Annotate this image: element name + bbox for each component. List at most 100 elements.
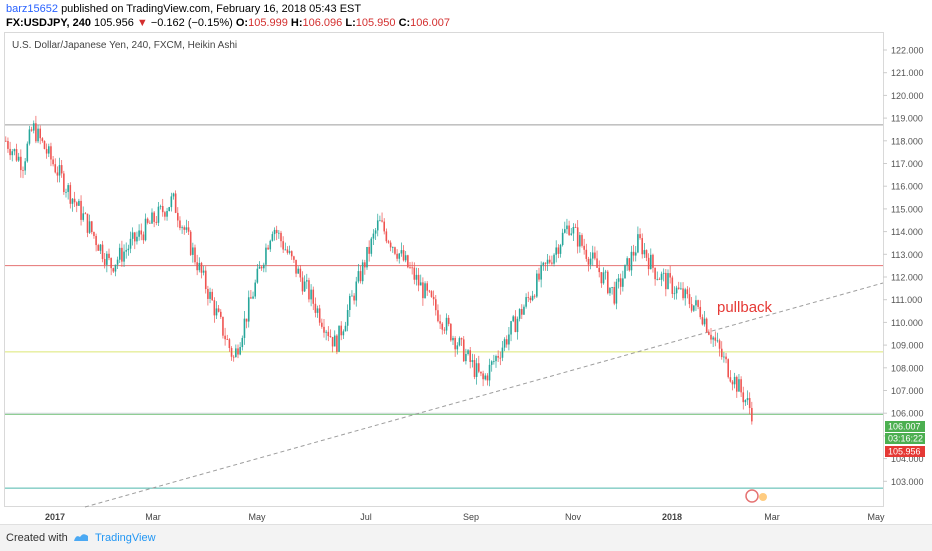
candle-body <box>192 247 194 255</box>
candle-body <box>153 212 155 222</box>
candle-body <box>52 159 54 165</box>
candle-body <box>381 220 383 222</box>
candle-body <box>181 227 183 229</box>
candle-body <box>340 325 342 336</box>
candle-body <box>452 337 454 341</box>
candle-body <box>497 356 499 358</box>
candle-body <box>684 289 686 299</box>
chart-frame[interactable] <box>4 32 884 507</box>
candle-body <box>108 253 110 259</box>
candle-body <box>318 308 321 323</box>
candle-body <box>454 337 456 350</box>
candle-body <box>65 191 67 193</box>
candle-body <box>136 236 138 242</box>
price-chart[interactable]: 122.000 121.000 120.000 119.000 118.000 117.0… <box>0 0 932 524</box>
candle-body <box>559 245 562 254</box>
candle-body <box>284 249 287 251</box>
candle-body <box>368 246 370 254</box>
candle-body <box>637 234 639 253</box>
candle-body <box>202 270 205 273</box>
candle-body <box>364 262 366 268</box>
price-change: −0.162 (−0.15%) <box>150 17 233 29</box>
candle-body <box>140 230 143 235</box>
candle-body <box>665 272 667 290</box>
tradingview-brand-link[interactable]: TradingView <box>95 532 156 544</box>
candle-body <box>13 149 16 152</box>
candle-body <box>708 331 710 335</box>
candle-body <box>232 356 235 358</box>
candle-body <box>7 140 9 149</box>
candle-body <box>149 222 151 224</box>
candle-body <box>351 295 353 297</box>
candle-body <box>321 322 323 327</box>
candle-body <box>301 277 304 292</box>
candle-body <box>714 337 717 341</box>
low-value: 105.950 <box>355 17 396 29</box>
candle-body <box>101 244 104 259</box>
candle-body <box>426 283 428 291</box>
y-tick-label: 108.000 <box>891 363 924 373</box>
candle-body <box>230 348 233 357</box>
candle-body <box>383 221 385 232</box>
candle-body <box>482 373 484 380</box>
candle-body <box>634 252 637 256</box>
candle-body <box>103 258 106 265</box>
candle-body <box>5 140 7 142</box>
candle-body <box>619 278 622 287</box>
candle-body <box>740 379 742 393</box>
candle-body <box>510 321 512 335</box>
candle-body <box>30 129 33 131</box>
candle-body <box>566 225 568 230</box>
candle-body <box>499 357 502 359</box>
candle-body <box>690 304 693 311</box>
candle-body <box>411 267 413 269</box>
price-label-box <box>885 446 925 457</box>
y-tick-label: 119.000 <box>891 114 923 124</box>
candle-body <box>209 291 211 299</box>
y-tick-label: 114.000 <box>891 227 923 237</box>
candle-body <box>654 267 656 280</box>
candle-body <box>712 337 714 340</box>
candle-body <box>445 317 448 331</box>
candle-body <box>75 202 78 206</box>
candle-body <box>514 316 517 333</box>
chart-header: barz15652 published on TradingView.com, … <box>0 0 932 30</box>
candle-body <box>39 128 41 139</box>
candle-body <box>394 247 396 254</box>
y-tick-label: 120.000 <box>891 91 924 101</box>
chart-title: U.S. Dollar/Japanese Yen, 240, FXCM, Hei… <box>12 40 238 51</box>
candle-body <box>256 268 259 283</box>
candle-body <box>591 252 594 259</box>
candle-body <box>200 262 203 273</box>
candle-body <box>349 296 351 311</box>
candle-body <box>88 221 91 233</box>
price-label-box <box>885 421 925 432</box>
candle-body <box>718 340 721 349</box>
candle-body <box>475 363 478 377</box>
candle-body <box>80 200 82 220</box>
candle-body <box>742 392 745 403</box>
candle-body <box>194 247 196 263</box>
candle-body <box>686 289 689 295</box>
candle-body <box>413 267 416 280</box>
candle-body <box>469 350 471 362</box>
y-tick-label: 116.000 <box>891 182 923 192</box>
candle-body <box>35 123 37 142</box>
candle-body <box>656 278 659 280</box>
candle-body <box>24 161 26 171</box>
candle-body <box>462 339 465 362</box>
economic-events-icon[interactable] <box>745 489 767 503</box>
candle-body <box>91 221 93 233</box>
candle-body <box>336 335 338 352</box>
author-link[interactable]: barz15652 <box>6 3 58 15</box>
candle-body <box>417 274 420 286</box>
candle-body <box>630 251 633 271</box>
candle-body <box>20 156 22 171</box>
candle-body <box>551 262 553 264</box>
candle-body <box>134 232 136 242</box>
candle-body <box>333 335 336 347</box>
candle-body <box>69 185 72 204</box>
candle-body <box>15 149 18 161</box>
candle-body <box>607 271 609 294</box>
candle-body <box>643 250 646 255</box>
